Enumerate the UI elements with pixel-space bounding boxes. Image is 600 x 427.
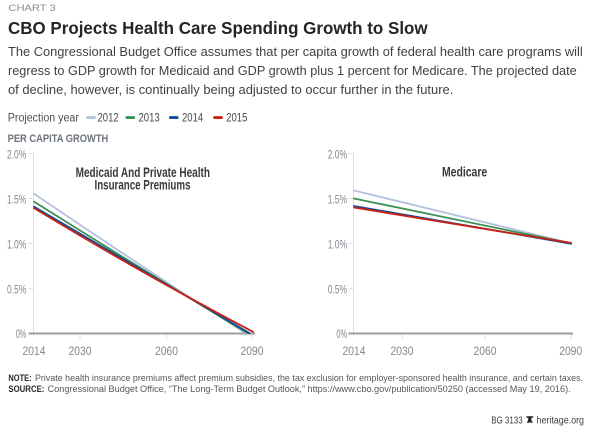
svg-text:2015: 2015	[226, 112, 247, 124]
svg-text:Medicare: Medicare	[442, 165, 488, 180]
svg-text:2060: 2060	[155, 344, 178, 358]
svg-text:PER CAPITA GROWTH: PER CAPITA GROWTH	[8, 133, 109, 145]
svg-text:Projection year: Projection year	[8, 112, 79, 124]
svg-text:CBO Projects Health Care Spend: CBO Projects Health Care Spending Growth…	[8, 18, 428, 38]
svg-text:2030: 2030	[69, 344, 92, 358]
svg-text:NOTE:: NOTE:	[8, 373, 31, 383]
svg-text:2014: 2014	[343, 344, 366, 358]
svg-text:2090: 2090	[241, 344, 264, 358]
svg-text:2060: 2060	[474, 344, 497, 358]
svg-text:2.0%: 2.0%	[328, 147, 348, 161]
svg-text:BG 3133: BG 3133	[491, 415, 523, 426]
svg-text:Private health insurance premi: Private health insurance premiums affect…	[35, 373, 583, 383]
svg-text:Congressional Budget Office, “: Congressional Budget Office, “The Long-T…	[48, 384, 571, 394]
svg-text:2.0%: 2.0%	[7, 147, 27, 161]
svg-text:of decline, however, is contin: of decline, however, is continually bein…	[8, 82, 453, 97]
svg-text:1.0%: 1.0%	[7, 237, 27, 251]
svg-text:2014: 2014	[23, 344, 46, 358]
svg-text:heritage.org: heritage.org	[537, 415, 585, 426]
svg-text:2090: 2090	[559, 344, 582, 358]
svg-text:CHART 3: CHART 3	[8, 3, 55, 13]
svg-text:2012: 2012	[98, 112, 119, 124]
svg-text:2014: 2014	[182, 112, 204, 124]
svg-text:Medicaid And Private Health: Medicaid And Private Health	[76, 165, 210, 180]
svg-text:0.5%: 0.5%	[7, 282, 27, 296]
svg-text:SOURCE:: SOURCE:	[8, 384, 44, 394]
svg-text:0%: 0%	[336, 327, 347, 341]
svg-text:The Congressional Budget Offic: The Congressional Budget Office assumes …	[8, 44, 583, 59]
svg-text:regress to GDP growth for Medi: regress to GDP growth for Medicaid and G…	[8, 63, 577, 78]
svg-text:1.5%: 1.5%	[7, 192, 27, 206]
svg-text:1.5%: 1.5%	[328, 192, 348, 206]
svg-text:2013: 2013	[139, 112, 160, 124]
svg-text:0.5%: 0.5%	[328, 282, 348, 296]
svg-text:1.0%: 1.0%	[328, 237, 348, 251]
svg-text:0%: 0%	[16, 327, 27, 341]
svg-text:Insurance Premiums: Insurance Premiums	[95, 178, 191, 193]
svg-text:2030: 2030	[391, 344, 414, 358]
